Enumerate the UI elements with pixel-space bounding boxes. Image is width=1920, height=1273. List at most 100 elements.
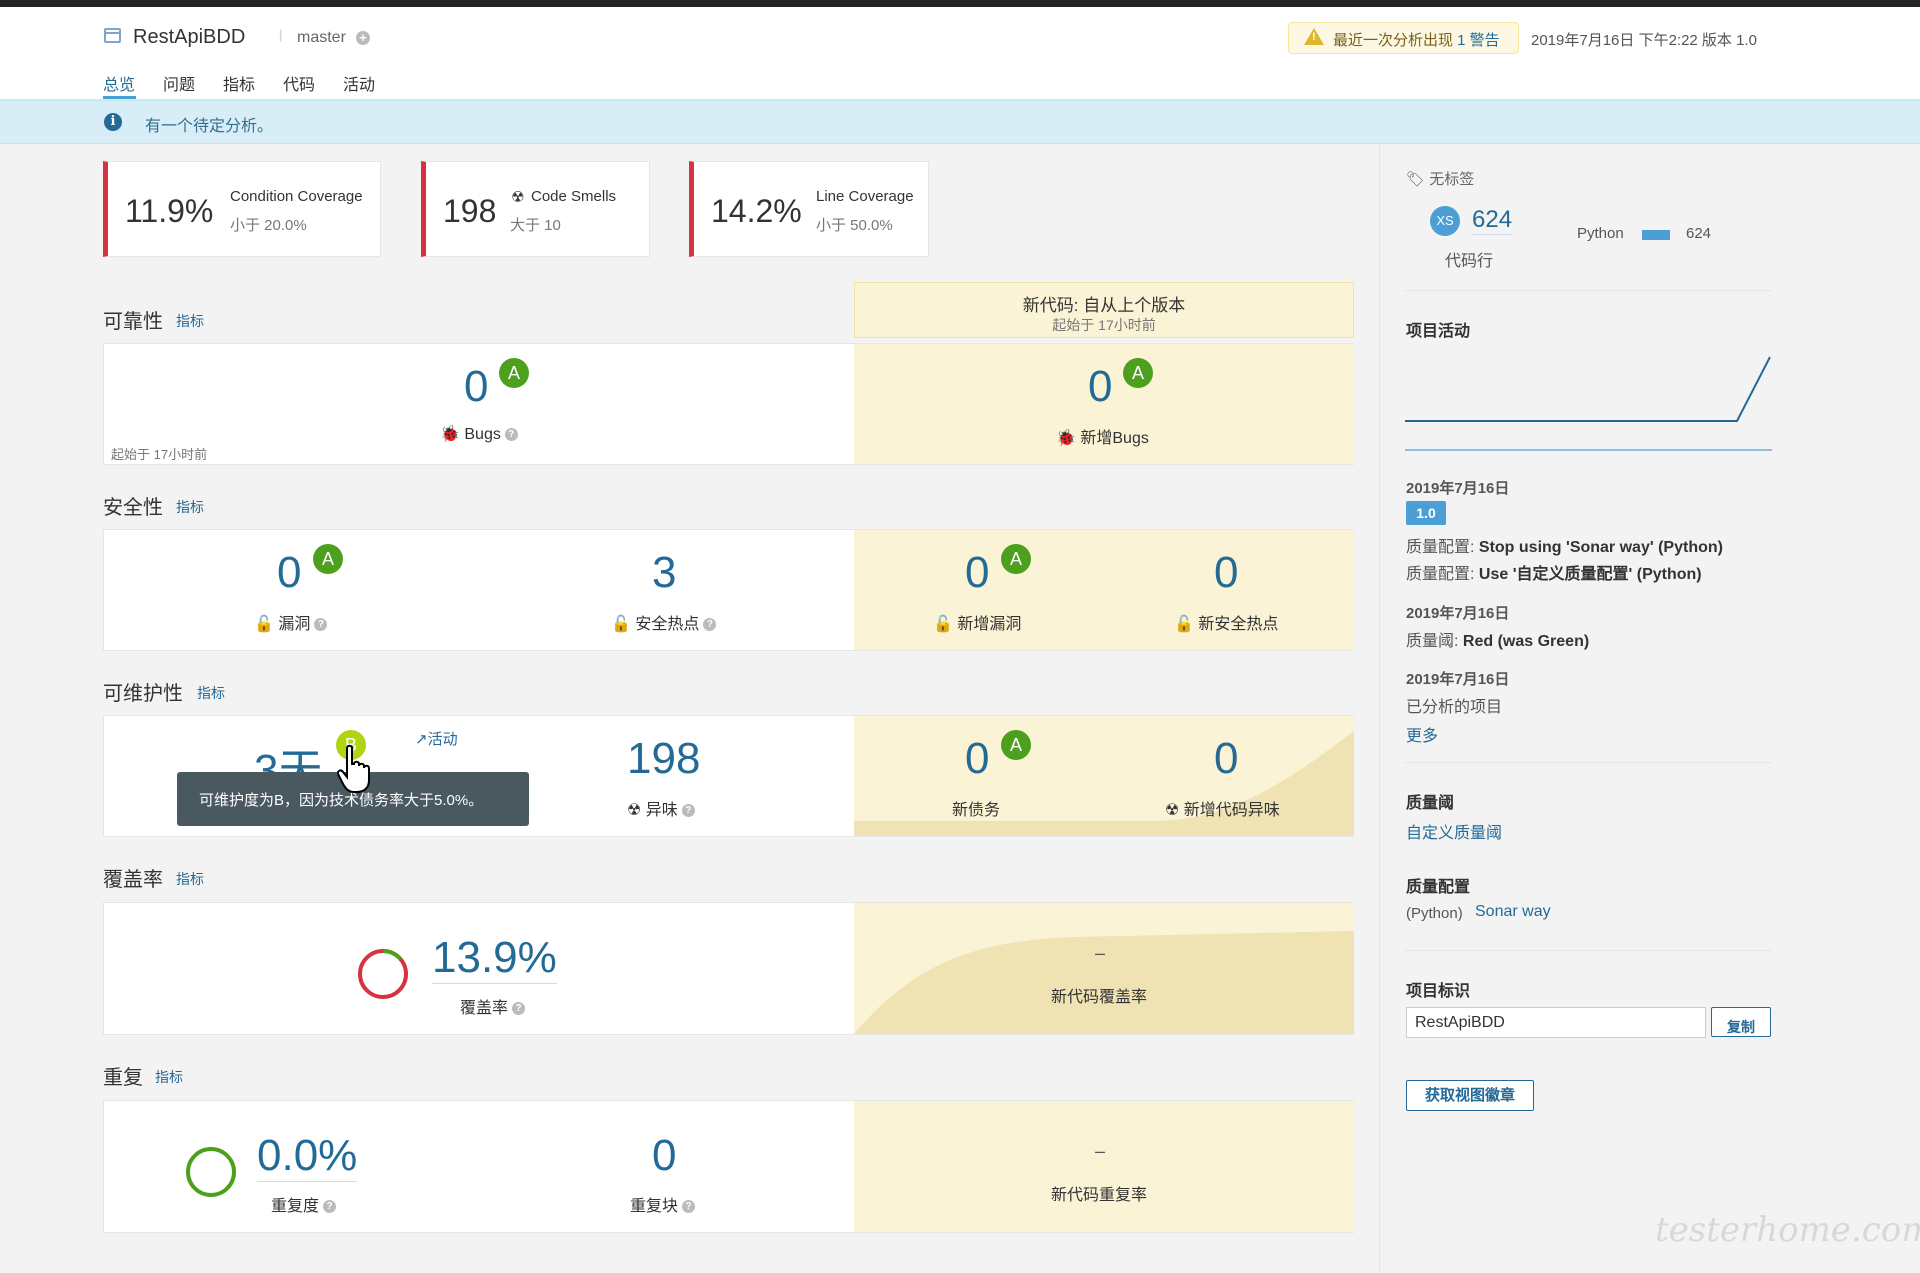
- code-smells-value[interactable]: 198: [627, 734, 701, 783]
- activity-date: 2019年7月16日: [1406, 605, 1510, 622]
- activity-event: 质量阈: Red (was Green): [1406, 633, 1590, 650]
- info-bar: [0, 100, 1920, 144]
- coverage-value[interactable]: 13.9%: [432, 933, 557, 984]
- new-debt-value[interactable]: 0: [965, 734, 990, 783]
- warning-badge[interactable]: [1288, 22, 1519, 54]
- project-key-input[interactable]: [1406, 1007, 1706, 1038]
- sidebar-divider: [1379, 144, 1380, 1273]
- qg-label: Condition Coverage: [230, 188, 363, 205]
- hotspots-label: 🔓 安全热点?: [611, 610, 717, 634]
- duplication-density-label: 重复度?: [271, 1192, 337, 1216]
- duplications-donut-chart: [186, 1147, 236, 1197]
- warning-icon: !: [1304, 28, 1324, 45]
- activity-link[interactable]: ↗活动: [415, 731, 458, 748]
- separator: [1405, 290, 1772, 291]
- new-vulnerabilities-rating[interactable]: A: [1001, 544, 1031, 574]
- tab-overview[interactable]: 总览: [103, 77, 136, 94]
- code-smell-icon: ☢: [627, 802, 642, 819]
- tab-code[interactable]: 代码: [283, 77, 316, 94]
- activity-date: 2019年7月16日: [1406, 480, 1510, 497]
- new-debt-rating[interactable]: A: [1001, 730, 1031, 760]
- tab-issues[interactable]: 问题: [163, 77, 196, 94]
- activity-event: 质量配置: Use '自定义质量配置' (Python): [1406, 566, 1702, 583]
- new-code-smells-value[interactable]: 0: [1214, 734, 1239, 783]
- bugs-rating[interactable]: A: [499, 358, 529, 388]
- help-icon[interactable]: ?: [703, 618, 717, 632]
- new-code-area: [854, 344, 1354, 464]
- code-smell-icon: ☢: [511, 189, 525, 206]
- duplication-density-value[interactable]: 0.0%: [257, 1131, 358, 1182]
- reliability-measures-link[interactable]: 指标: [176, 313, 204, 329]
- new-code-title: 新代码: 自从上个版本: [1022, 296, 1186, 315]
- add-branch-icon[interactable]: +: [356, 31, 370, 45]
- vulnerabilities-rating[interactable]: A: [313, 544, 343, 574]
- copy-button[interactable]: [1711, 1007, 1771, 1037]
- new-hotspots-value[interactable]: 0: [1214, 548, 1239, 597]
- bug-icon: 🐞: [1056, 430, 1076, 447]
- lines-of-code-label: 代码行: [1445, 253, 1494, 270]
- branch-icon: ⦚: [279, 29, 283, 46]
- activity-event: 已分析的项目: [1406, 699, 1503, 716]
- warning-text[interactable]: 最近一次分析出现 1 警告: [1333, 32, 1500, 49]
- maintainability-title: 可维护性: [103, 683, 183, 705]
- qg-label: Code Smells: [531, 188, 617, 205]
- help-icon[interactable]: ?: [681, 804, 695, 818]
- tags-row[interactable]: 🏷 无标签: [1406, 171, 1475, 188]
- security-measures-link[interactable]: 指标: [176, 499, 204, 515]
- tooltip-text: 可维护度为B，因为技术债务率大于5.0%。: [199, 792, 484, 809]
- new-code-subtitle: 起始于 17小时前: [1052, 317, 1156, 333]
- tag-icon: 🏷: [1406, 171, 1426, 188]
- project-activity-title: 项目活动: [1406, 323, 1471, 340]
- project-key-title: 项目标识: [1406, 983, 1471, 1000]
- project-name[interactable]: RestApiBDD: [133, 26, 246, 48]
- reliability-since: 起始于 17小时前: [111, 447, 208, 462]
- quality-profile-link[interactable]: Sonar way: [1475, 903, 1551, 920]
- coverage-measures-link[interactable]: 指标: [176, 871, 204, 887]
- reliability-panel: 0 A 🐞 Bugs? 起始于 17小时前 0 A 🐞 新增Bugs: [103, 343, 1354, 465]
- duplicated-blocks-value[interactable]: 0: [652, 1131, 677, 1180]
- qg-value: 198: [443, 193, 497, 229]
- reliability-title: 可靠性: [103, 311, 163, 333]
- help-icon[interactable]: ?: [323, 1200, 337, 1214]
- warning-link[interactable]: 1 警告: [1457, 32, 1500, 49]
- new-duplications-value: –: [1095, 1141, 1106, 1161]
- qg-threshold: 小于 50.0%: [816, 217, 893, 234]
- quality-gate-link[interactable]: 自定义质量阈: [1406, 825, 1503, 842]
- activity-graph[interactable]: [1405, 352, 1772, 454]
- project-header: [0, 7, 1920, 100]
- new-coverage-label: 新代码覆盖率: [1051, 989, 1148, 1006]
- qg-code-smells-card[interactable]: 198 ☢ Code Smells 大于 10: [421, 161, 650, 257]
- get-badge-button[interactable]: 获取视图徽章: [1406, 1080, 1534, 1111]
- tab-measures[interactable]: 指标: [223, 77, 256, 94]
- qg-threshold: 小于 20.0%: [230, 217, 307, 234]
- new-bugs-rating[interactable]: A: [1123, 358, 1153, 388]
- new-coverage-value: –: [1095, 943, 1106, 963]
- bugs-value[interactable]: 0: [464, 362, 489, 411]
- qg-line-coverage-card[interactable]: 14.2% Line Coverage 小于 50.0%: [689, 161, 929, 257]
- new-code-trend-area: [854, 931, 1354, 1034]
- qg-value: 14.2%: [711, 193, 802, 229]
- help-icon[interactable]: ?: [314, 618, 328, 632]
- help-icon[interactable]: ?: [512, 1002, 526, 1016]
- new-bugs-value[interactable]: 0: [1088, 362, 1113, 411]
- lock-icon: 🔓: [254, 616, 274, 633]
- new-bugs-label: 🐞 新增Bugs: [1056, 430, 1149, 447]
- vulnerabilities-value[interactable]: 0: [277, 548, 302, 597]
- tab-activity[interactable]: 活动: [343, 77, 376, 94]
- code-smell-icon: ☢: [1165, 802, 1180, 819]
- branch-name[interactable]: master: [297, 29, 346, 46]
- coverage-panel: 13.9% 覆盖率? – 新代码覆盖率: [103, 902, 1354, 1035]
- duplications-measures-link[interactable]: 指标: [155, 1069, 183, 1085]
- help-icon[interactable]: ?: [504, 428, 518, 442]
- language-bar: [1642, 230, 1670, 240]
- new-vulnerabilities-value[interactable]: 0: [965, 548, 990, 597]
- hotspots-value[interactable]: 3: [652, 548, 677, 597]
- maintainability-measures-link[interactable]: 指标: [197, 685, 225, 701]
- new-code-area: [854, 903, 1354, 1034]
- info-icon: i: [104, 113, 122, 131]
- active-tab-indicator: [103, 96, 136, 99]
- lines-of-code-value[interactable]: 624: [1472, 206, 1513, 235]
- help-icon[interactable]: ?: [682, 1200, 696, 1214]
- qg-condition-coverage-card[interactable]: 11.9% Condition Coverage 小于 20.0%: [103, 161, 381, 257]
- more-activity-link[interactable]: 更多: [1406, 728, 1439, 745]
